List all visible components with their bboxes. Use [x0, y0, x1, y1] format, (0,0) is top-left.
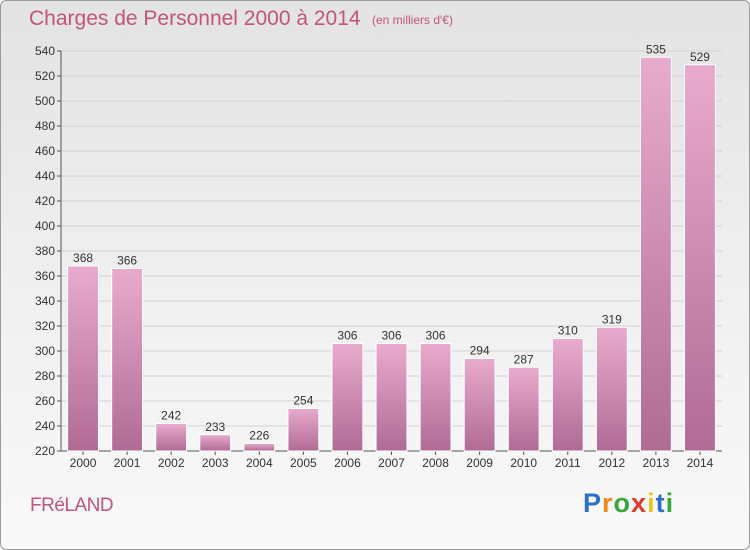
- x-tick-label: 2000: [70, 456, 97, 470]
- data-label-2010: 287: [514, 352, 534, 366]
- bar-2013: [639, 56, 672, 452]
- y-tick-label: 220: [35, 444, 55, 458]
- data-label-2005: 254: [293, 394, 313, 408]
- y-tick-label: 460: [35, 144, 55, 158]
- y-tick-label: 400: [35, 219, 55, 233]
- x-tick-label: 2008: [422, 456, 449, 470]
- data-label-2000: 368: [73, 251, 93, 265]
- x-tick-label: 2004: [246, 456, 273, 470]
- chart-subtitle: (en milliers d'€): [372, 13, 453, 27]
- y-tick-label: 360: [35, 269, 55, 283]
- logo-letter: i: [647, 488, 656, 518]
- x-tick-label: 2012: [598, 456, 625, 470]
- bar-2010: [507, 366, 540, 452]
- data-label-2002: 242: [161, 409, 181, 423]
- bar-2000: [67, 265, 99, 452]
- x-tick-label: 2009: [466, 456, 493, 470]
- x-tick-label: 2002: [158, 456, 185, 470]
- y-tick-label: 320: [35, 319, 55, 333]
- x-tick-label: 2011: [555, 456, 581, 470]
- y-tick-label: 520: [35, 69, 55, 83]
- bar-2014: [684, 64, 716, 452]
- data-label-2001: 366: [117, 254, 137, 268]
- y-tick-label: 380: [35, 244, 55, 258]
- proxiti-logo[interactable]: Proxiti: [583, 488, 674, 519]
- bar-2011: [551, 338, 584, 452]
- tick-labels: 220 240 260 280 300 320 340 360 380 400 420 440 460 4…: [35, 44, 714, 470]
- y-tick-label: 300: [35, 344, 55, 358]
- bar-2009: [463, 358, 496, 452]
- data-label-2003: 233: [205, 420, 225, 434]
- x-tick-label: 2014: [687, 456, 714, 470]
- data-label-2013: 535: [646, 42, 666, 56]
- logo-letter: P: [583, 488, 603, 518]
- bar-2008: [419, 343, 452, 452]
- bar-2001: [111, 268, 144, 452]
- x-tick-label: 2007: [378, 456, 405, 470]
- bar-2012: [595, 326, 628, 452]
- y-tick-label: 440: [35, 169, 55, 183]
- y-tick-label: 340: [35, 294, 55, 308]
- data-label-2014: 529: [690, 50, 710, 64]
- bar-2006: [331, 343, 364, 452]
- data-label-2008: 306: [426, 329, 446, 343]
- data-label-2011: 310: [558, 324, 578, 338]
- bar-2004: [243, 443, 276, 452]
- y-tick-label: 540: [35, 44, 55, 58]
- bar-2002: [155, 423, 188, 452]
- x-tick-label: 2010: [510, 456, 537, 470]
- commune-name: FRéLAND: [30, 495, 114, 516]
- y-tick-label: 420: [35, 194, 55, 208]
- x-tick-label: 2006: [334, 456, 361, 470]
- logo-letter: t: [655, 488, 666, 518]
- y-tick-label: 240: [35, 419, 55, 433]
- data-label-2004: 226: [249, 429, 269, 443]
- value-labels: 368 366 242 233 226 254 306 306 306 294 287 310 319 5…: [73, 42, 710, 442]
- y-tick-label: 480: [35, 119, 55, 133]
- data-label-2012: 319: [602, 312, 622, 326]
- bars: [67, 56, 716, 452]
- logo-letter: r: [602, 488, 614, 518]
- data-label-2007: 306: [381, 329, 401, 343]
- x-tick-label: 2001: [114, 456, 141, 470]
- y-tick-label: 280: [35, 369, 55, 383]
- data-label-2006: 306: [337, 329, 357, 343]
- x-tick-label: 2013: [643, 456, 670, 470]
- bar-2003: [199, 434, 232, 452]
- bar-2007: [375, 343, 408, 452]
- data-label-2009: 294: [470, 344, 490, 358]
- y-tick-label: 500: [35, 94, 55, 108]
- x-tick-label: 2003: [202, 456, 229, 470]
- logo-letter: x: [631, 488, 648, 518]
- logo-letter: o: [613, 488, 632, 518]
- bar-2005: [287, 408, 320, 452]
- y-tick-label: 260: [35, 394, 55, 408]
- chart-title: Charges de Personnel 2000 à 2014: [29, 7, 361, 30]
- logo-letter: i: [665, 488, 675, 518]
- x-tick-label: 2005: [290, 456, 317, 470]
